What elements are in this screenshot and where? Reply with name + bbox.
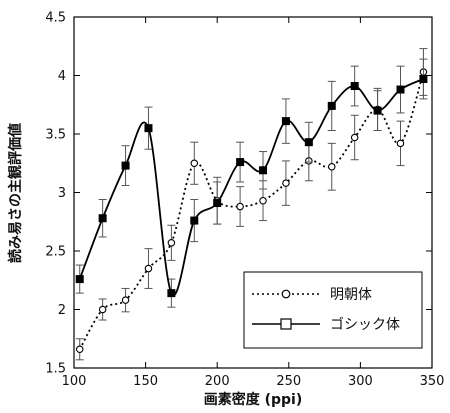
x-tick-label: 300	[348, 374, 373, 389]
data-point	[98, 305, 107, 314]
data-point	[121, 296, 130, 304]
legend-label-mincho: 明朝体	[330, 287, 372, 303]
series-line	[78, 78, 424, 297]
y-tick-label: 3.5	[45, 128, 66, 143]
y-tick-label: 1.5	[45, 362, 66, 377]
data-point	[144, 124, 153, 133]
legend-label-gothic: ゴシック体	[330, 316, 400, 333]
data-point	[259, 166, 268, 175]
legend: 明朝体 ゴシック体	[243, 271, 423, 349]
data-point	[167, 289, 176, 298]
data-point	[75, 345, 84, 354]
x-tick-label: 200	[205, 374, 230, 389]
series-layer	[75, 48, 428, 361]
series-2	[75, 58, 428, 308]
data-point	[75, 275, 84, 284]
legend-marker-gothic	[280, 318, 292, 330]
y-tick-label: 4.5	[45, 11, 66, 26]
data-point	[190, 159, 199, 168]
axis-ticks: 100 150 200 250 300 350 1.5 2 2.5 3 3.5 4 4.5	[45, 11, 444, 390]
data-point	[144, 264, 153, 273]
data-point	[213, 199, 222, 208]
data-point	[304, 138, 313, 147]
data-point	[167, 239, 176, 247]
data-point	[328, 163, 336, 171]
data-point	[282, 179, 290, 187]
data-point	[259, 196, 267, 205]
x-tick-label: 150	[133, 374, 158, 389]
data-point	[281, 117, 290, 126]
data-point	[236, 202, 244, 211]
x-tick-label: 100	[62, 374, 87, 389]
y-tick-label: 3	[58, 186, 66, 201]
x-tick-label: 350	[420, 374, 445, 389]
data-point	[121, 161, 130, 170]
data-point	[236, 158, 245, 167]
legend-box	[243, 271, 423, 349]
data-point	[373, 106, 382, 115]
data-point	[327, 101, 336, 110]
legend-marker-mincho	[281, 289, 291, 299]
y-tick-label: 4	[58, 69, 66, 84]
data-point	[396, 139, 405, 148]
y-tick-label: 2	[58, 303, 66, 318]
data-point	[190, 216, 199, 225]
data-point	[419, 75, 428, 84]
data-point	[350, 82, 359, 91]
y-tick-label: 2.5	[45, 245, 66, 260]
y-axis-label: 読み易さの主観評価値	[7, 123, 24, 263]
x-axis-label: 画素密度 (ppi)	[204, 391, 303, 408]
x-tick-label: 250	[276, 374, 301, 389]
data-point	[350, 133, 359, 142]
data-point	[98, 214, 107, 223]
data-point	[396, 85, 405, 94]
